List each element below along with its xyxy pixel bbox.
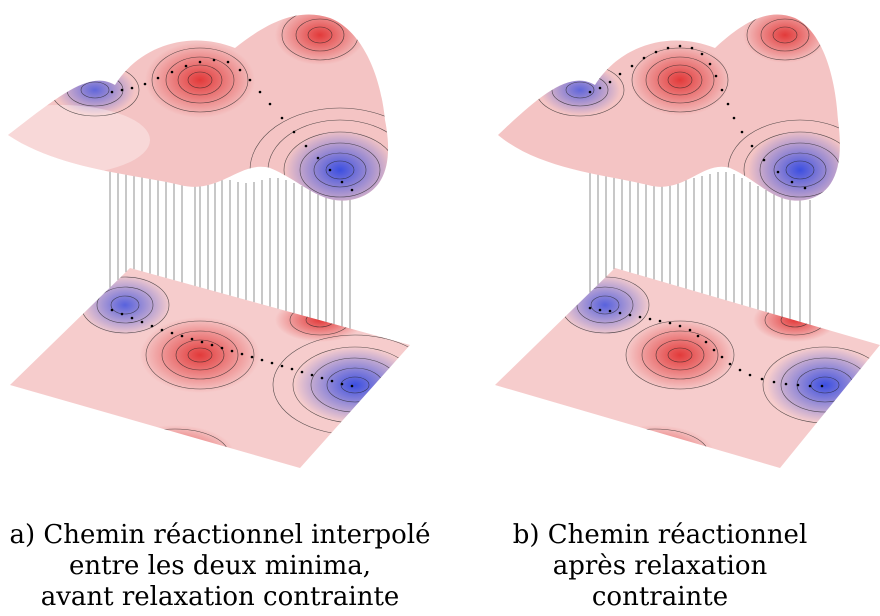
caption-a: a) Chemin réactionnel interpolé entre le…	[0, 520, 440, 613]
caption-a-line-2: entre les deux minima,	[68, 551, 372, 581]
reaction-path-bottom	[588, 306, 824, 388]
surface-plot-b	[495, 14, 880, 468]
caption-a-line-1: a) Chemin réactionnel interpolé	[9, 520, 431, 550]
caption-b-line-3: contrainte	[591, 582, 729, 612]
surface-plot-a	[8, 14, 410, 468]
caption-a-line-3: avant relaxation contrainte	[40, 582, 400, 612]
caption-b: b) Chemin réactionnel après relaxation c…	[440, 520, 880, 613]
reaction-path-top	[110, 58, 354, 192]
reaction-path-top	[588, 44, 807, 190]
potential-surface-3d	[498, 14, 840, 201]
panel-b: b) Chemin réactionnel après relaxation c…	[440, 0, 880, 616]
contour-map-2d	[10, 268, 410, 468]
panel-a: a) Chemin réactionnel interpolé entre le…	[0, 14, 440, 613]
caption-b-line-1: b) Chemin réactionnel	[512, 520, 808, 550]
contour-map-2d	[495, 268, 880, 468]
caption-b-line-2: après relaxation	[552, 551, 768, 581]
reaction-path-bottom	[110, 308, 354, 388]
